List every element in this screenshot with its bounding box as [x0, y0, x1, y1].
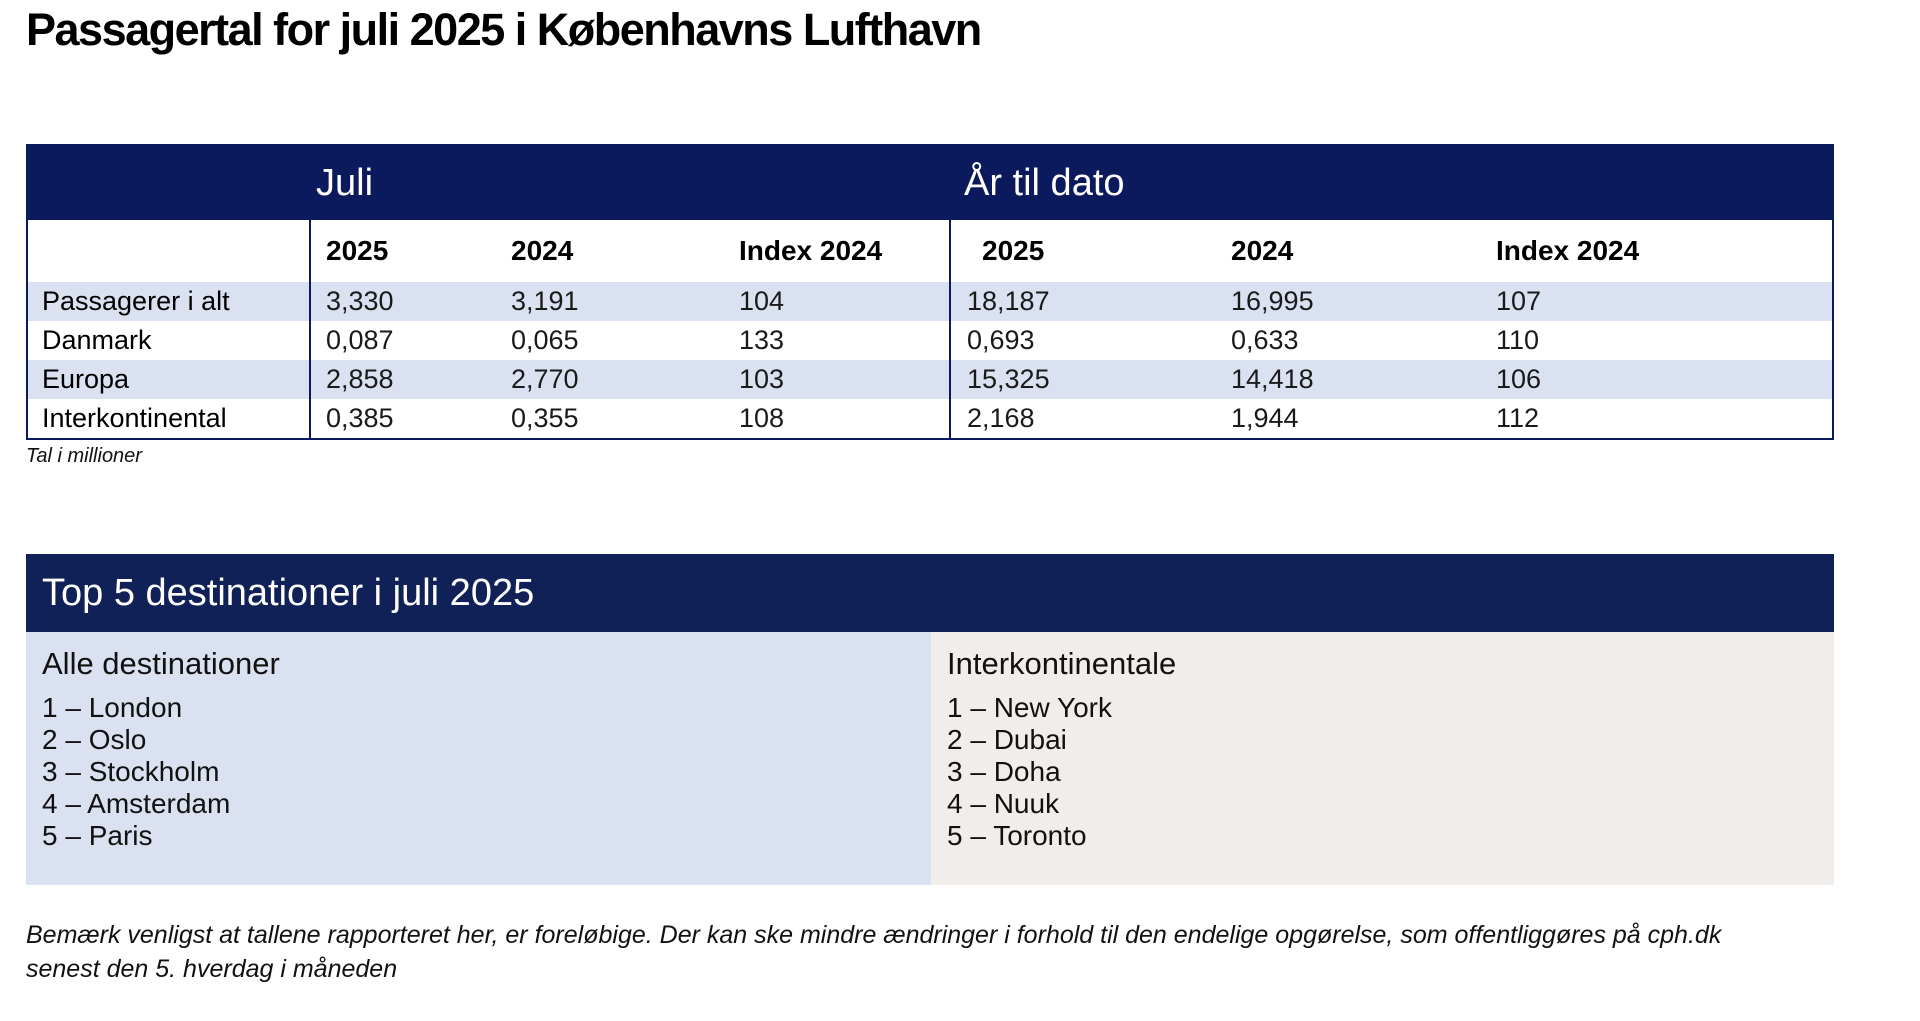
list-item: 1 – New York: [947, 692, 1112, 723]
row-label: Europa: [42, 364, 130, 394]
table-cell: 112: [1496, 403, 1540, 433]
disclaimer-line: Bemærk venligst at tallene rapporteret h…: [26, 921, 1722, 949]
top5-header: Top 5 destinationer i juli 2025: [26, 554, 1834, 632]
list-item: 3 – Doha: [947, 756, 1061, 787]
disclaimer-line: senest den 5. hverdag i måneden: [26, 955, 398, 983]
list-item: 4 – Nuuk: [947, 788, 1060, 819]
top5-destinations-panel: Top 5 destinationer i juli 2025 Alle des…: [26, 554, 1834, 885]
intercontinental-column: Interkontinentale 1 – New York 2 – Dubai…: [931, 632, 1834, 885]
table-cell: 2,168: [967, 403, 1035, 433]
row-label: Danmark: [42, 325, 152, 355]
table-row: Danmark 0,087 0,065 133 0,693 0,633 110: [28, 321, 1832, 360]
table-cell: 107: [1496, 286, 1542, 316]
list-item: 1 – London: [42, 692, 183, 723]
table-cell: 110: [1496, 325, 1540, 355]
table-cell: 16,995: [1231, 286, 1314, 316]
page-title: Passagertal for juli 2025 i Københavns L…: [26, 4, 982, 55]
table-row: Passagerer i alt 3,330 3,191 104 18,187 …: [28, 282, 1832, 321]
table-cell: 104: [739, 286, 785, 316]
table-cell: 106: [1496, 364, 1542, 394]
list-item: 2 – Oslo: [42, 724, 147, 755]
list-item: 2 – Dubai: [947, 724, 1067, 755]
column-header: 2025: [982, 235, 1045, 266]
passenger-stats-table: Juli År til dato 2025 2024 Index 2024 20…: [26, 144, 1834, 440]
table-cell: 108: [739, 403, 785, 433]
table-cell: 3,191: [511, 286, 579, 316]
row-label: Interkontinental: [42, 403, 227, 433]
table-cell: 103: [739, 364, 785, 394]
table-cell: 3,330: [326, 286, 394, 316]
column-header: Index 2024: [739, 235, 883, 266]
table-cell: 0,385: [326, 403, 394, 433]
column-header: 2024: [1231, 235, 1294, 266]
all-destinations-column: Alle destinationer 1 – London 2 – Oslo 3…: [26, 632, 931, 885]
column-header: 2025: [326, 235, 389, 266]
column-header-row: 2025 2024 Index 2024 2025 2024 Index 202…: [28, 220, 1832, 282]
table-cell: 14,418: [1231, 364, 1314, 394]
table-cell: 133: [739, 325, 785, 355]
table-cell: 0,065: [511, 325, 579, 355]
list-item: 5 – Paris: [42, 820, 153, 851]
table-group-header: Juli År til dato: [28, 146, 1832, 220]
list-item: 4 – Amsterdam: [42, 788, 231, 819]
column-header: 2024: [511, 235, 574, 266]
list-item: 5 – Toronto: [947, 820, 1087, 851]
table-cell: 15,325: [967, 364, 1050, 394]
table-row: Interkontinental 0,385 0,355 108 2,168 1…: [28, 399, 1832, 438]
table-cell: 0,355: [511, 403, 579, 433]
disclaimer-note: Bemærk venligst at tallene rapporteret h…: [26, 918, 1721, 986]
table-cell: 0,633: [1231, 325, 1299, 355]
table-cell: 0,087: [326, 325, 394, 355]
table-row: Europa 2,858 2,770 103 15,325 14,418 106: [28, 360, 1832, 399]
table-cell: 1,944: [1231, 403, 1299, 433]
group-header-july: Juli: [316, 162, 374, 204]
table-cell: 0,693: [967, 325, 1035, 355]
table-footnote: Tal i millioner: [26, 445, 142, 467]
all-destinations-title: Alle destinationer: [42, 646, 280, 681]
table-cell: 2,858: [326, 364, 394, 394]
row-label: Passagerer i alt: [42, 286, 230, 316]
intercontinental-title: Interkontinentale: [947, 646, 1177, 681]
column-header: Index 2024: [1496, 235, 1640, 266]
column-divider: [309, 220, 311, 438]
table-cell: 18,187: [967, 286, 1050, 316]
group-header-ytd: År til dato: [964, 162, 1125, 204]
column-divider: [949, 220, 951, 438]
list-item: 3 – Stockholm: [42, 756, 220, 787]
table-cell: 2,770: [511, 364, 579, 394]
